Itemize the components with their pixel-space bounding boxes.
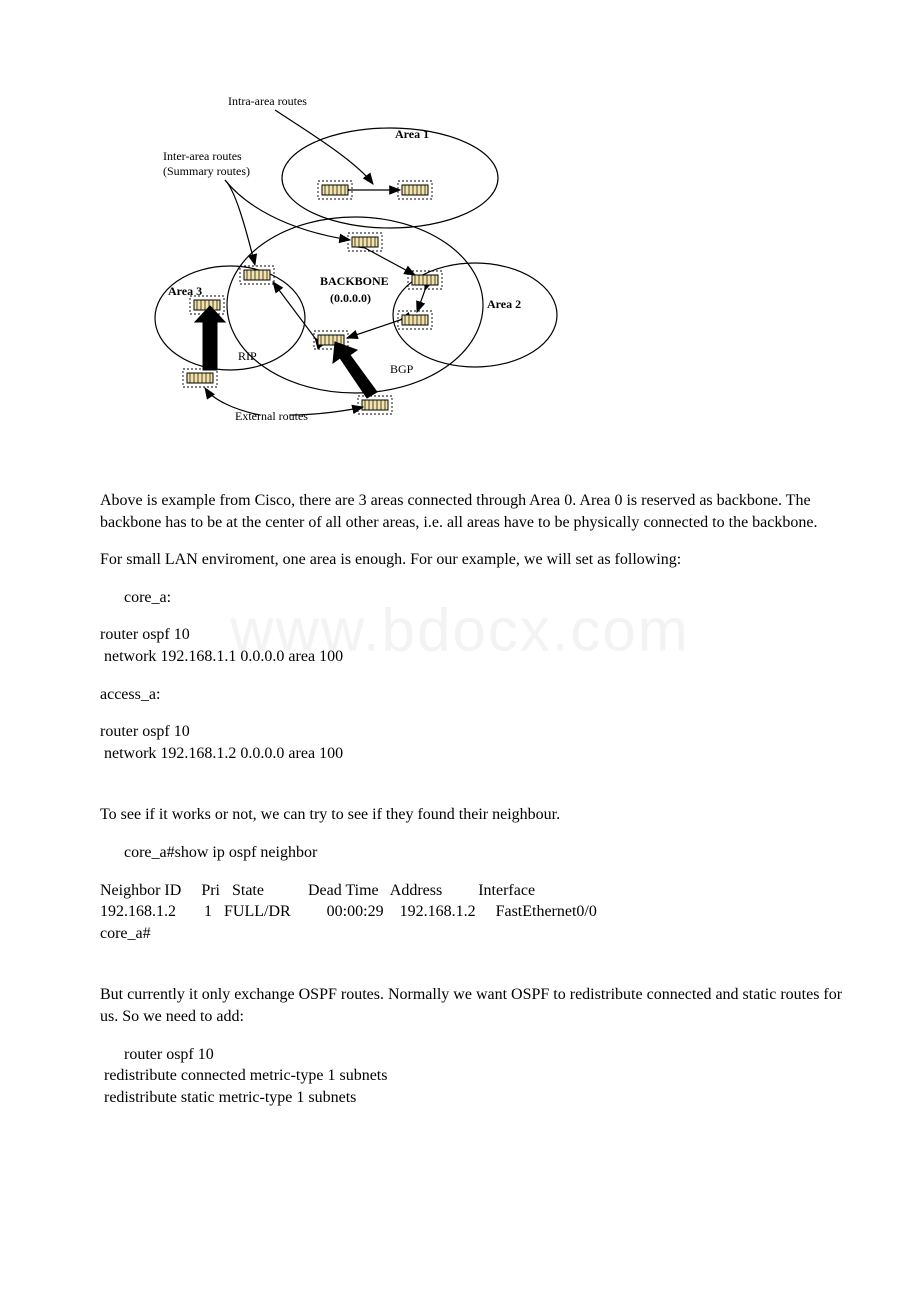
label-backbone-l2: (0.0.0.0) — [330, 291, 371, 305]
document-body: Above is example from Cisco, there are 3… — [100, 490, 850, 1108]
label-inter-area-l2: (Summary routes) — [163, 164, 250, 178]
redist-header: router ospf 10 — [100, 1044, 850, 1066]
rip-arrow — [195, 306, 225, 370]
show-output: Neighbor ID Pri State Dead Time Address … — [100, 880, 850, 945]
ospf-area-diagram: Intra-area routes Inter-area routes (Sum… — [135, 70, 565, 430]
paragraph-4: But currently it only exchange OSPF rout… — [100, 984, 850, 1027]
link-abr2b-bb1 — [347, 320, 400, 338]
label-intra-area: Intra-area routes — [228, 94, 307, 108]
label-inter-area-l1: Inter-area routes — [163, 149, 242, 163]
show-command: core_a#show ip ospf neighbor — [100, 842, 850, 864]
redist-body: redistribute connected metric-type 1 sub… — [100, 1065, 850, 1108]
label-area3: Area 3 — [168, 284, 202, 298]
area-3-ellipse — [155, 266, 305, 370]
label-rip: RIP — [238, 349, 257, 363]
arrow-inter-2 — [225, 180, 255, 265]
paragraph-1: Above is example from Cisco, there are 3… — [100, 490, 850, 533]
diagram-svg: Intra-area routes Inter-area routes (Sum… — [135, 70, 565, 430]
label-external: External routes — [235, 409, 308, 423]
area-1-ellipse — [282, 128, 498, 228]
arrow-intra — [275, 110, 373, 184]
router-icon — [398, 311, 432, 329]
link-abr1-abr2 — [365, 248, 415, 275]
router-icon — [183, 369, 217, 387]
link-abr2-abr2b — [417, 290, 425, 312]
config-core-a: router ospf 10 network 192.168.1.1 0.0.0… — [100, 624, 850, 667]
document-page: www.bdocx.com — [0, 0, 920, 1302]
label-backbone-l1: BACKBONE — [320, 274, 389, 288]
config-access-a: router ospf 10 network 192.168.1.2 0.0.0… — [100, 721, 850, 764]
bgp-arrow — [333, 342, 377, 398]
router-icon — [318, 181, 352, 199]
label-area1: Area 1 — [395, 127, 429, 141]
paragraph-2: For small LAN enviroment, one area is en… — [100, 549, 850, 571]
paragraph-3: To see if it works or not, we can try to… — [100, 804, 850, 826]
config-core-a-header: core_a: — [100, 587, 850, 609]
router-icon — [398, 181, 432, 199]
router-icon — [358, 396, 392, 414]
label-bgp: BGP — [390, 362, 414, 376]
config-access-a-header: access_a: — [100, 684, 850, 706]
label-area2: Area 2 — [487, 297, 521, 311]
